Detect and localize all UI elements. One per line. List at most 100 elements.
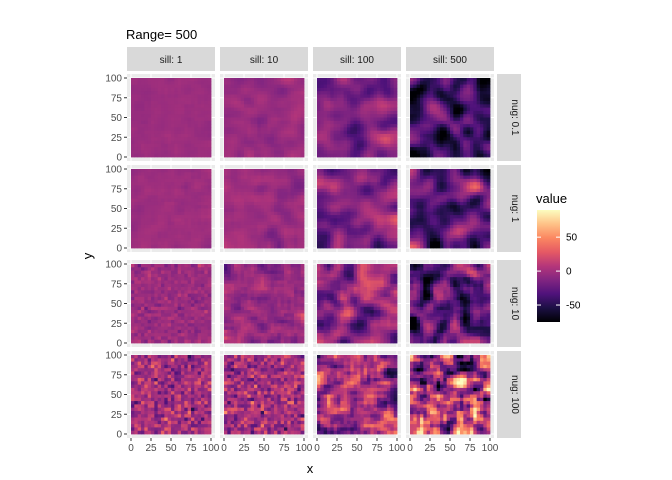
- heatmap-cell: [264, 84, 268, 89]
- heatmap-cell: [267, 150, 272, 155]
- heatmap-cell: [353, 224, 358, 229]
- heatmap-cell: [280, 228, 285, 232]
- heatmap-cell: [197, 244, 202, 249]
- heatmap-cell: [350, 192, 355, 196]
- heatmap-cell: [440, 211, 444, 216]
- heatmap-cell: [194, 120, 199, 125]
- heatmap-cell: [270, 114, 275, 118]
- heatmap-cell: [277, 201, 282, 206]
- heatmap-cell: [436, 114, 441, 118]
- heatmap-cell: [413, 228, 418, 232]
- heatmap-cell: [167, 300, 172, 304]
- heatmap-cell: [254, 87, 258, 92]
- heatmap-cell: [197, 150, 202, 155]
- heatmap-cell: [330, 241, 335, 246]
- heatmap-cell: [227, 114, 232, 118]
- heatmap-cell: [483, 143, 488, 148]
- heatmap-cell: [151, 244, 155, 249]
- heatmap-cell: [194, 192, 199, 196]
- heatmap-cell: [473, 172, 478, 176]
- heatmap-cell: [486, 87, 491, 92]
- heatmap-cell: [290, 188, 295, 193]
- heatmap-cell: [300, 147, 305, 151]
- heatmap-cell: [446, 218, 451, 223]
- heatmap-cell: [377, 143, 381, 148]
- heatmap-cell: [416, 205, 421, 209]
- heatmap-cell: [443, 185, 448, 190]
- heatmap-cell: [456, 117, 461, 122]
- heatmap-cell: [240, 137, 245, 141]
- heatmap-cell: [297, 169, 302, 173]
- heatmap-cell: [450, 218, 454, 223]
- heatmap-cell: [201, 280, 205, 285]
- heatmap-cell: [171, 280, 175, 285]
- heatmap-cell: [337, 215, 341, 219]
- heatmap-cell: [294, 107, 298, 112]
- heatmap-cell: [440, 215, 444, 219]
- heatmap-cell: [187, 208, 192, 213]
- heatmap-cell: [367, 78, 371, 82]
- heatmap-cell: [486, 238, 491, 242]
- heatmap-cell: [237, 127, 242, 132]
- heatmap-cell: [240, 221, 245, 226]
- heatmap-cell: [327, 101, 331, 105]
- heatmap-cell: [367, 244, 371, 249]
- heatmap-cell: [240, 91, 245, 95]
- heatmap-cell: [174, 264, 179, 268]
- heatmap-cell: [144, 231, 149, 236]
- heatmap-cell: [443, 234, 448, 239]
- heatmap-cell: [426, 78, 431, 82]
- heatmap-cell: [294, 201, 298, 206]
- heatmap-cell: [377, 224, 381, 229]
- heatmap-cell: [323, 205, 328, 209]
- heatmap-cell: [373, 147, 378, 151]
- heatmap-cell: [284, 178, 288, 183]
- heatmap-cell: [174, 244, 179, 249]
- heatmap-cell: [171, 198, 175, 203]
- heatmap-cell: [147, 287, 152, 291]
- heatmap-cell: [201, 81, 205, 85]
- heatmap-cell: [167, 198, 172, 203]
- heatmap-cell: [410, 208, 414, 213]
- heatmap-cell: [204, 188, 209, 193]
- heatmap-cell: [373, 172, 378, 176]
- heatmap-cell: [154, 270, 159, 275]
- heatmap-cell: [174, 221, 179, 226]
- heatmap-cell: [466, 244, 471, 249]
- heatmap-cell: [250, 137, 255, 141]
- heatmap-cell: [456, 192, 461, 196]
- heatmap-cell: [240, 228, 245, 232]
- heatmap-cell: [280, 244, 285, 249]
- heatmap-cell: [207, 267, 212, 271]
- heatmap-cell: [154, 137, 159, 141]
- heatmap-cell: [260, 178, 265, 183]
- heatmap-cell: [134, 231, 139, 236]
- heatmap-cell: [204, 91, 209, 95]
- heatmap-cell: [347, 188, 351, 193]
- heatmap-cell: [260, 215, 265, 219]
- heatmap-cell: [377, 211, 381, 216]
- heatmap-cell: [440, 234, 444, 239]
- heatmap-cell: [250, 143, 255, 148]
- heatmap-cell: [450, 94, 454, 99]
- heatmap-cell: [254, 205, 258, 209]
- heatmap-cell: [267, 110, 272, 115]
- heatmap-cell: [290, 153, 295, 158]
- heatmap-cell: [370, 169, 375, 173]
- heatmap-cell: [257, 198, 262, 203]
- heatmap-cell: [260, 192, 265, 196]
- heatmap-cell: [343, 124, 348, 128]
- heatmap-cell: [234, 78, 238, 82]
- heatmap-cell: [337, 147, 341, 151]
- heatmap-cell: [191, 264, 195, 268]
- heatmap-cell: [151, 300, 155, 304]
- heatmap-cell: [151, 150, 155, 155]
- heatmap-cell: [284, 192, 288, 196]
- heatmap-cell: [207, 192, 212, 196]
- heatmap-cell: [284, 127, 288, 132]
- heatmap-cell: [194, 234, 199, 239]
- heatmap-cell: [230, 91, 235, 95]
- heatmap-cell: [433, 182, 438, 186]
- heatmap-cell: [367, 178, 371, 183]
- heatmap-cell: [260, 185, 265, 190]
